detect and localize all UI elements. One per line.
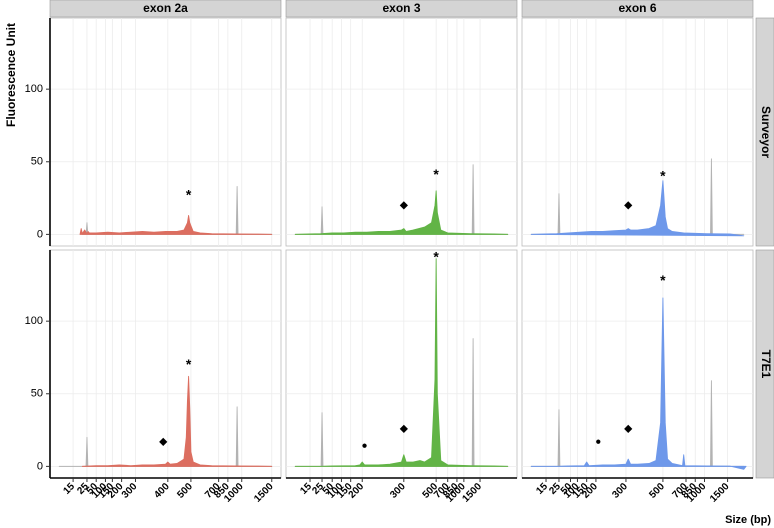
strip	[285, 0, 518, 18]
x-tick-label: 1500	[252, 481, 276, 505]
plot-area	[79, 186, 273, 235]
trace-area	[530, 297, 747, 470]
strip	[521, 0, 754, 18]
strip	[49, 0, 282, 18]
plot-area	[294, 164, 509, 235]
panel-background	[285, 17, 518, 247]
strip-label: exon 6	[618, 1, 656, 15]
trace-area	[294, 258, 509, 467]
x-tick-label: 500	[647, 481, 667, 501]
x-tick-label: 300	[120, 481, 140, 501]
annotation: ◆	[623, 200, 632, 211]
trace-area	[294, 190, 509, 235]
strip-label: exon 3	[382, 1, 420, 15]
x-tick-label: 300	[388, 481, 408, 501]
x-tick-label: 200	[347, 481, 367, 501]
annotation: *	[186, 356, 192, 372]
strip	[755, 17, 774, 247]
trace-area	[79, 215, 273, 235]
strip	[755, 249, 774, 479]
y-tick-label: 50	[31, 156, 43, 168]
x-tick-label: 400	[152, 481, 172, 501]
panel-background	[285, 249, 518, 479]
annotation: *	[433, 249, 439, 265]
y-tick-label: 50	[31, 388, 43, 400]
annotation: *	[660, 168, 666, 184]
panel-background	[521, 249, 754, 479]
y-tick-label: 0	[37, 228, 43, 240]
annotation: ◆	[399, 200, 408, 211]
y-tick-label: 100	[25, 315, 43, 327]
strip-label: T7E1	[759, 350, 773, 379]
y-tick-label: 0	[37, 460, 43, 472]
annotation: *	[660, 272, 666, 288]
plot-area	[530, 158, 745, 237]
annotation: *	[433, 166, 439, 182]
x-tick-label: 1500	[461, 481, 485, 505]
y-axis-title: Fluorescence Unit	[4, 23, 18, 127]
plot-area	[294, 258, 509, 467]
x-tick-label: 300	[610, 481, 630, 501]
plot-area	[58, 375, 273, 467]
panel-background	[49, 249, 282, 479]
x-tick-label: 1500	[708, 481, 732, 505]
strip-label: Surveyor	[759, 106, 773, 158]
plot-area	[530, 297, 747, 470]
panel-background	[521, 17, 754, 247]
annotation: ◆	[158, 436, 167, 447]
strip-label: exon 2a	[143, 1, 188, 15]
y-tick-label: 100	[25, 83, 43, 95]
trace-area	[81, 375, 273, 467]
annotation: *	[186, 187, 192, 203]
annotation: ●	[595, 436, 601, 447]
annotation: ◆	[623, 423, 632, 434]
x-axis-title: Size (bp)	[725, 514, 771, 526]
annotation: ◆	[399, 423, 408, 434]
annotation: ●	[362, 441, 368, 452]
panel-background	[49, 17, 282, 247]
trace-area	[530, 180, 745, 237]
x-tick-label: 500	[175, 481, 195, 501]
